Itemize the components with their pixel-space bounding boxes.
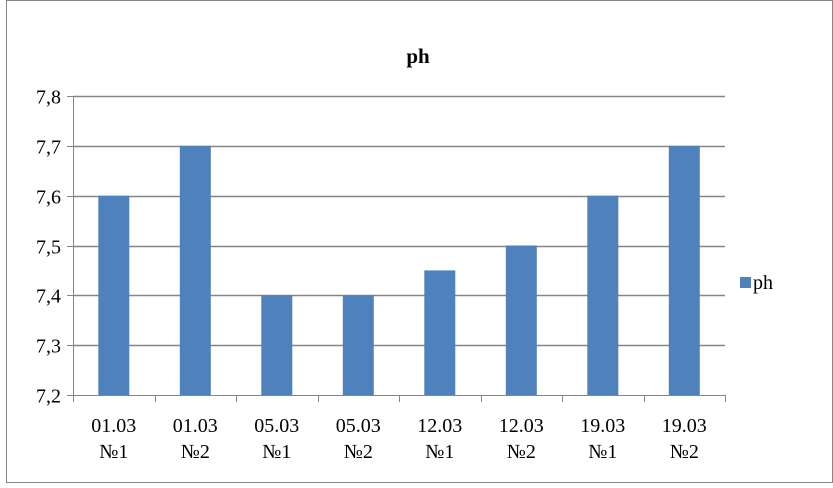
bar — [668, 145, 700, 395]
y-tick-label: 7,2 — [36, 386, 61, 408]
x-tick-label: 19.03 №1 — [580, 415, 625, 463]
bar — [179, 145, 211, 395]
y-tick-label: 7,5 — [36, 237, 61, 259]
y-tick-label: 7,3 — [36, 336, 61, 358]
x-tick-label: 05.03 №1 — [254, 415, 299, 463]
bar — [261, 295, 293, 395]
legend-label: ph — [753, 272, 773, 294]
bar — [424, 270, 456, 395]
bar — [98, 195, 130, 395]
y-tick-label: 7,7 — [36, 137, 61, 159]
x-tick-label: 01.03 №2 — [173, 415, 218, 463]
legend: ph — [740, 272, 773, 294]
legend-swatch — [740, 277, 751, 288]
x-axis-ticks: 01.03 №1 01.03 №2 05.03 №1 05.03 №2 12.03 №1 12.03… — [73, 395, 726, 463]
x-tick-label: 05.03 №2 — [336, 415, 381, 463]
chart-title: ph — [406, 44, 430, 68]
bar — [342, 295, 374, 395]
bar — [587, 195, 619, 395]
y-axis-ticks: 7,2 7,3 7,4 7,5 7,6 7,7 7,8 — [36, 87, 73, 408]
y-tick-label: 7,4 — [36, 286, 61, 308]
x-tick-label: 19.03 №2 — [662, 415, 707, 463]
bar — [505, 245, 537, 395]
x-tick-label: 01.03 №1 — [91, 415, 136, 463]
bars — [98, 145, 700, 395]
x-tick-label: 12.03 №2 — [499, 415, 544, 463]
x-tick-label: 12.03 №1 — [417, 415, 462, 463]
y-tick-label: 7,6 — [36, 187, 61, 209]
y-tick-label: 7,8 — [36, 87, 61, 109]
chart-area-border — [6, 0, 833, 483]
